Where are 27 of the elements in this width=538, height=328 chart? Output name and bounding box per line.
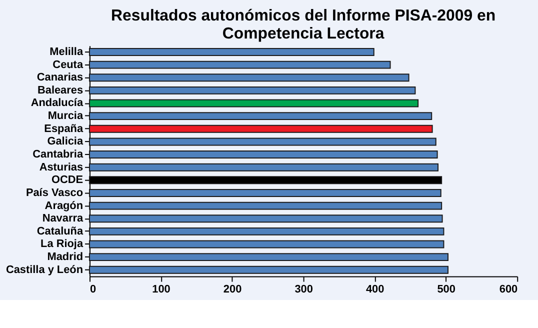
text: Competencia Lectora	[222, 26, 384, 43]
y-tick-label: Castilla y León	[6, 264, 84, 276]
x-tick-label: 0	[90, 284, 96, 296]
y-tick-label: OCDE	[51, 174, 84, 186]
y-tick-label: Melilla	[50, 46, 84, 58]
y-tick-label: Baleares	[37, 84, 84, 96]
y-tick-label: Galicia	[47, 136, 84, 148]
y-tick-label: Cataluña	[36, 225, 84, 238]
x-tick-label: 300	[294, 284, 313, 296]
y-tick-label: España	[44, 122, 84, 135]
y-tick-label: Ceuta	[52, 58, 84, 71]
y-tick-label: Madrid	[47, 251, 84, 264]
y-tick-label: La Rioja	[40, 238, 84, 250]
x-tick-label: 500	[437, 284, 456, 296]
y-tick-label: Canarias	[36, 72, 84, 84]
y-tick-label: Cantabria	[32, 148, 84, 161]
y-tick-label: País Vasco	[26, 186, 84, 199]
x-tick-label: 400	[366, 284, 384, 296]
y-tick-label: Asturias	[39, 161, 84, 174]
y-tick-label: Aragón	[44, 200, 84, 212]
y-tick-label: Navarra	[42, 212, 84, 225]
x-tick-label: 200	[223, 284, 242, 296]
y-tick-label: Andalucía	[30, 97, 84, 110]
y-tick-label: Murcia	[48, 110, 84, 122]
x-tick-label: 600	[499, 284, 518, 296]
x-tick-label: 100	[152, 284, 170, 296]
text: Resultados autonómicos del Informe PISA-2009 en	[111, 8, 496, 25]
